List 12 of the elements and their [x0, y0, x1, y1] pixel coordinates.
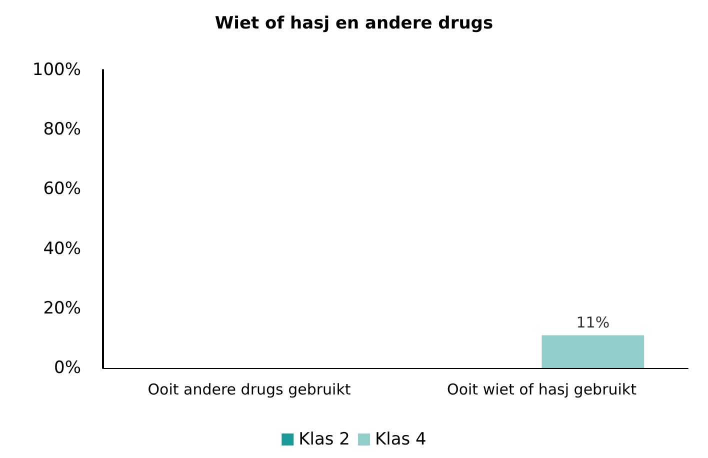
chart-title: Wiet of hasj en andere drugs	[214, 14, 494, 34]
y-tick-label: 60%	[43, 179, 81, 200]
y-tick-label: 20%	[43, 298, 81, 318]
y-tick-label: 0%	[54, 358, 81, 378]
legend-label: Klas 2	[298, 430, 350, 450]
data-label: 11%	[576, 314, 610, 332]
y-tick-label: 80%	[43, 120, 81, 140]
x-tick-label: Ooit wiet of hasj gebruikt	[447, 380, 637, 398]
x-tick-label: Ooit andere drugs gebruikt	[148, 380, 351, 398]
y-tick-label: 40%	[43, 238, 81, 259]
legend-label: Klas 4	[375, 430, 426, 450]
y-tick-label: 100%	[32, 60, 81, 80]
